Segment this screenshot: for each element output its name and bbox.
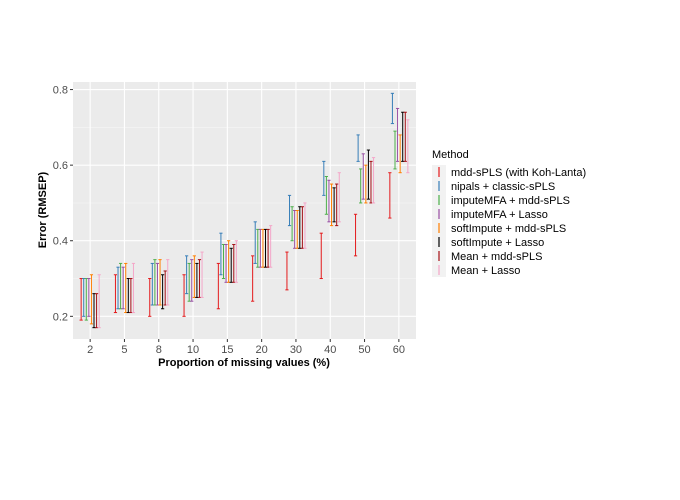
y-tick-label: 0.6 (53, 160, 68, 172)
x-tick-label: 8 (156, 344, 162, 356)
error-bar (216, 262, 220, 310)
error-bars (79, 92, 410, 329)
error-bar (359, 168, 363, 204)
error-bar (185, 255, 189, 295)
x-tick-label: 10 (187, 344, 199, 356)
x-tick-label: 5 (121, 344, 127, 356)
legend-item: softImpute + mdd-sPLS (432, 221, 566, 235)
error-bar (395, 107, 400, 162)
legend-item: nipals + classic-sPLS (432, 179, 555, 193)
error-bar (253, 221, 257, 264)
error-bar (364, 164, 368, 204)
error-bar (219, 232, 223, 276)
error-bar (290, 206, 294, 242)
error-bar (319, 232, 323, 280)
error-bar (303, 202, 307, 249)
error-bar (327, 179, 331, 223)
error-bar (161, 274, 165, 310)
error-bar (200, 251, 204, 298)
error-bar (329, 183, 334, 227)
legend-item: softImpute + Lasso (432, 235, 544, 249)
error-bar (190, 259, 194, 302)
plot-panel (73, 82, 416, 339)
legend-label: nipals + classic-sPLS (451, 181, 555, 193)
x-tick-label: 40 (324, 344, 336, 356)
y-tick-label: 0.4 (53, 236, 68, 248)
error-bar (148, 278, 152, 317)
error-bar (335, 183, 339, 227)
error-bar (393, 130, 397, 170)
legend-label: Mean + mdd-sPLS (451, 251, 542, 263)
legend-item: Mean + mdd-sPLS (432, 249, 542, 263)
error-bar (158, 259, 162, 306)
error-bar (353, 213, 358, 257)
x-axis: 2 5 8 10 15 20 30 40 50 60 (87, 339, 405, 356)
x-axis-title: Proportion of missing values (%) (158, 357, 330, 369)
error-bar (251, 255, 255, 302)
x-tick-label: 15 (221, 344, 233, 356)
error-bar (121, 266, 125, 310)
legend-label: imputeMFA + Lasso (451, 209, 548, 221)
error-bar (131, 262, 136, 314)
legend-item: imputeMFA + Lasso (432, 207, 548, 221)
error-bar (403, 111, 407, 162)
error-bar (285, 251, 289, 291)
legend-item: imputeMFA + mdd-sPLS (432, 193, 570, 207)
x-tick-label: 50 (358, 344, 370, 356)
x-tick-label: 30 (290, 344, 302, 356)
error-bar (361, 153, 365, 200)
x-tick-label: 60 (393, 344, 405, 356)
x-tick-label: 20 (256, 344, 268, 356)
legend-item: mdd-sPLS (with Koh-Lanta) (432, 165, 586, 179)
y-axis: 0.2 0.4 0.6 0.8 (53, 85, 73, 323)
legend: Method mdd-sPLS (with Koh-Lanta) nipals +… (432, 149, 586, 277)
error-bar (89, 274, 94, 325)
error-bar (337, 172, 341, 223)
error-bar (356, 134, 360, 162)
legend-item: Mean + Lasso (432, 263, 520, 277)
legend-label: softImpute + Lasso (451, 237, 544, 249)
error-bar (324, 175, 328, 215)
error-bar (269, 225, 273, 268)
legend-label: softImpute + mdd-sPLS (451, 223, 566, 235)
error-bar (322, 160, 326, 196)
error-bar (113, 274, 118, 314)
error-bar (398, 134, 402, 174)
error-bar (87, 278, 91, 317)
x-tick-label: 2 (87, 344, 93, 356)
y-tick-label: 0.2 (53, 311, 68, 323)
error-bar (406, 119, 410, 174)
error-bar (234, 240, 238, 283)
legend-label: imputeMFA + mdd-sPLS (451, 195, 570, 207)
error-bar (182, 274, 186, 317)
y-tick-label: 0.8 (53, 85, 68, 97)
legend-label: Mean + Lasso (451, 265, 520, 277)
error-bar (390, 92, 395, 125)
error-bar (287, 194, 292, 227)
error-bar (366, 149, 371, 200)
error-bar (332, 187, 336, 223)
error-bar (388, 172, 392, 219)
error-bar (166, 259, 170, 306)
legend-title: Method (432, 149, 469, 161)
error-bar (97, 274, 101, 329)
y-axis-title: Error (RMSEP) (37, 171, 49, 248)
legend-label: mdd-sPLS (with Koh-Lanta) (451, 167, 586, 179)
error-bar (371, 157, 376, 204)
